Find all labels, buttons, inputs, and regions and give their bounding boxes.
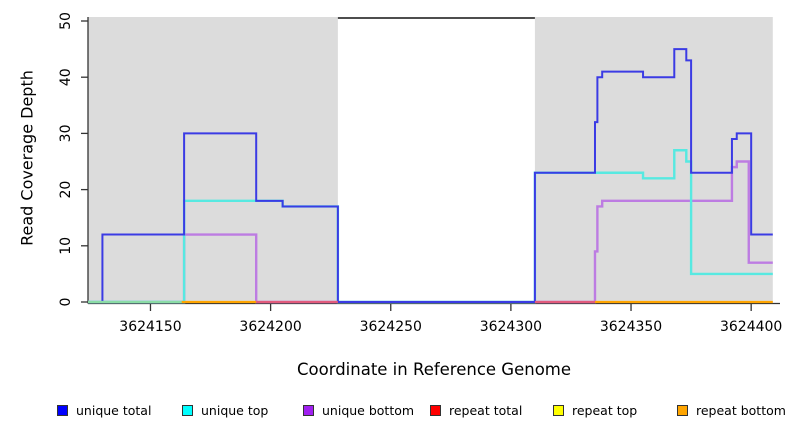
- legend-item-unique-top: unique top: [182, 401, 268, 419]
- y-tick-label: 0: [58, 298, 74, 307]
- y-tick-label: 30: [58, 124, 74, 142]
- legend-swatch-repeat-top: [553, 404, 564, 416]
- legend-label-repeat-top: repeat top: [572, 402, 638, 418]
- legend-item-repeat-bottom: repeat bottom: [677, 401, 786, 419]
- legend-label-repeat-bottom: repeat bottom: [696, 402, 786, 418]
- legend-swatch-unique-bottom: [303, 404, 314, 416]
- series-line-unique-bottom: [88, 160, 773, 304]
- legend-label-repeat-total: repeat total: [449, 402, 523, 418]
- legend-label-unique-total: unique total: [76, 402, 152, 418]
- legend-label-unique-bottom: unique bottom: [322, 402, 415, 418]
- legend-item-unique-total: unique total: [57, 401, 151, 419]
- x-tick-label: 3624350: [600, 319, 662, 335]
- legend-swatch-repeat-total: [430, 404, 441, 416]
- legend-item-unique-bottom: unique bottom: [303, 401, 414, 419]
- x-tick-label: 3624150: [119, 319, 181, 335]
- x-tick-label: 3624250: [360, 319, 422, 335]
- y-tick-label: 40: [58, 68, 74, 86]
- y-tick-label: 10: [58, 237, 74, 255]
- legend-label-unique-top: unique top: [201, 402, 269, 418]
- x-tick-label: 3624400: [720, 319, 782, 335]
- legend-swatch-repeat-bottom: [677, 404, 688, 416]
- repeat-region-band: [88, 17, 338, 304]
- y-axis-title: Read Coverage Depth: [17, 70, 37, 246]
- repeat-region-band: [534, 17, 773, 304]
- legend-item-repeat-total: repeat total: [430, 401, 522, 419]
- legend-swatch-unique-top: [182, 404, 193, 416]
- x-tick-label: 3624200: [239, 319, 301, 335]
- series-line-unique-total: [88, 48, 773, 303]
- x-axis-title: Coordinate in Reference Genome: [296, 360, 572, 379]
- plot-area: 3624150 3624200 3624250 3624300 3624350 36244…: [58, 12, 782, 335]
- y-tick-label: 50: [58, 12, 74, 30]
- y-tick-label: 20: [58, 181, 74, 199]
- legend-item-repeat-top: repeat top: [553, 401, 637, 419]
- x-tick-label: 3624300: [480, 319, 542, 335]
- legend-swatch-unique-total: [57, 404, 68, 416]
